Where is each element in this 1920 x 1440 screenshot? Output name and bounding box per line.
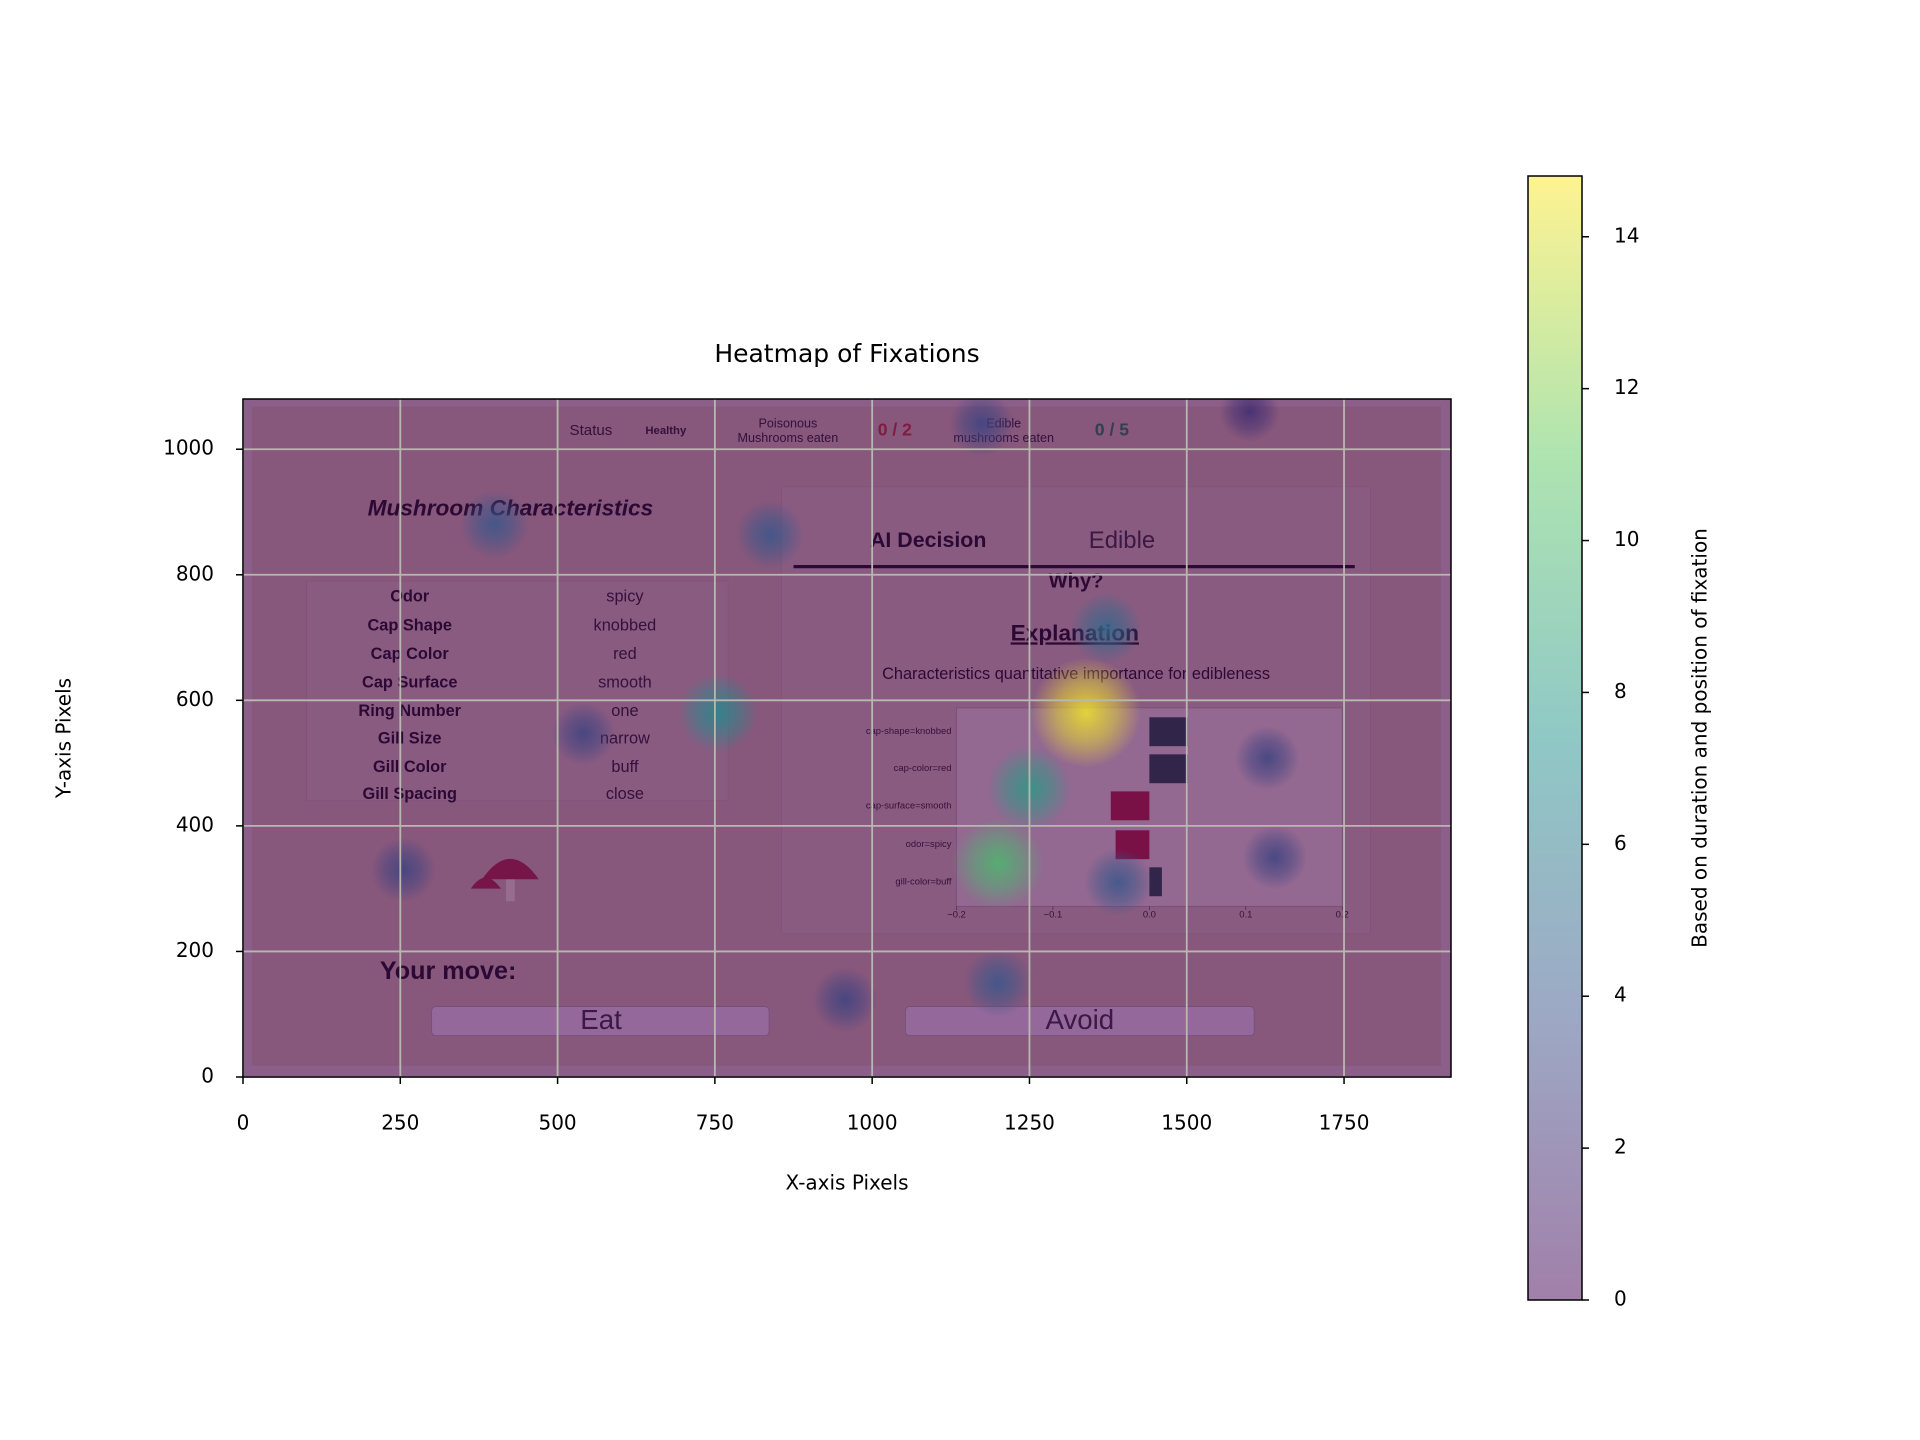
colorbar-tick-label: 10 — [1614, 527, 1639, 551]
fixation — [1242, 825, 1307, 890]
x-tick-label: 1500 — [1161, 1111, 1212, 1135]
colorbar-tick-label: 14 — [1614, 223, 1639, 247]
x-tick-label: 500 — [538, 1111, 576, 1135]
fixation — [813, 967, 878, 1032]
fixation — [678, 672, 759, 753]
y-axis-label: Y-axis Pixels — [52, 678, 76, 799]
x-tick-label: 1000 — [847, 1111, 898, 1135]
colorbar — [1527, 175, 1583, 1301]
fixation — [551, 701, 616, 766]
x-tick-label: 1250 — [1004, 1111, 1055, 1135]
x-axis-label: X-axis Pixels — [785, 1171, 908, 1195]
colorbar-label: Based on duration and position of fixati… — [1688, 528, 1712, 948]
colorbar-tick-label: 2 — [1614, 1135, 1627, 1159]
y-tick-label: 200 — [176, 938, 214, 962]
colorbar-tick-label: 8 — [1614, 679, 1627, 703]
fixation — [736, 500, 805, 569]
y-tick-label: 600 — [176, 687, 214, 711]
fixation — [460, 490, 529, 559]
colorbar-tick-label: 6 — [1614, 831, 1627, 855]
colorbar-tick-label: 0 — [1614, 1287, 1627, 1311]
x-tick-label: 250 — [381, 1111, 419, 1135]
ticks: 0 250 500 750 1000 1250 1500 1750 0 200 400 600 800 1… — [163, 223, 1639, 1310]
fixation — [1031, 657, 1142, 768]
x-tick-label: 1750 — [1319, 1111, 1370, 1135]
fixation — [1235, 726, 1300, 791]
fixation — [1084, 848, 1153, 917]
fixation — [1219, 399, 1280, 442]
fixation — [964, 948, 1032, 1017]
x-tick-label: 750 — [696, 1111, 734, 1135]
y-tick-label: 400 — [176, 812, 214, 836]
y-tick-label: 0 — [201, 1064, 214, 1088]
colorbar-tick-label: 4 — [1614, 983, 1627, 1007]
fixation — [949, 399, 1014, 456]
fixation — [371, 837, 436, 902]
y-tick-label: 800 — [176, 561, 214, 585]
x-tick-label: 0 — [237, 1111, 250, 1135]
screenshot: Status Healthy Poisonous Mushrooms eaten… — [243, 399, 1451, 1077]
fixation — [1070, 592, 1143, 665]
axes-frame — [242, 398, 1452, 1078]
fixation — [952, 817, 1044, 910]
colorbar-tick-label: 12 — [1614, 375, 1639, 399]
chart-title: Heatmap of Fixations — [714, 339, 979, 368]
y-tick-label: 1000 — [163, 436, 214, 460]
